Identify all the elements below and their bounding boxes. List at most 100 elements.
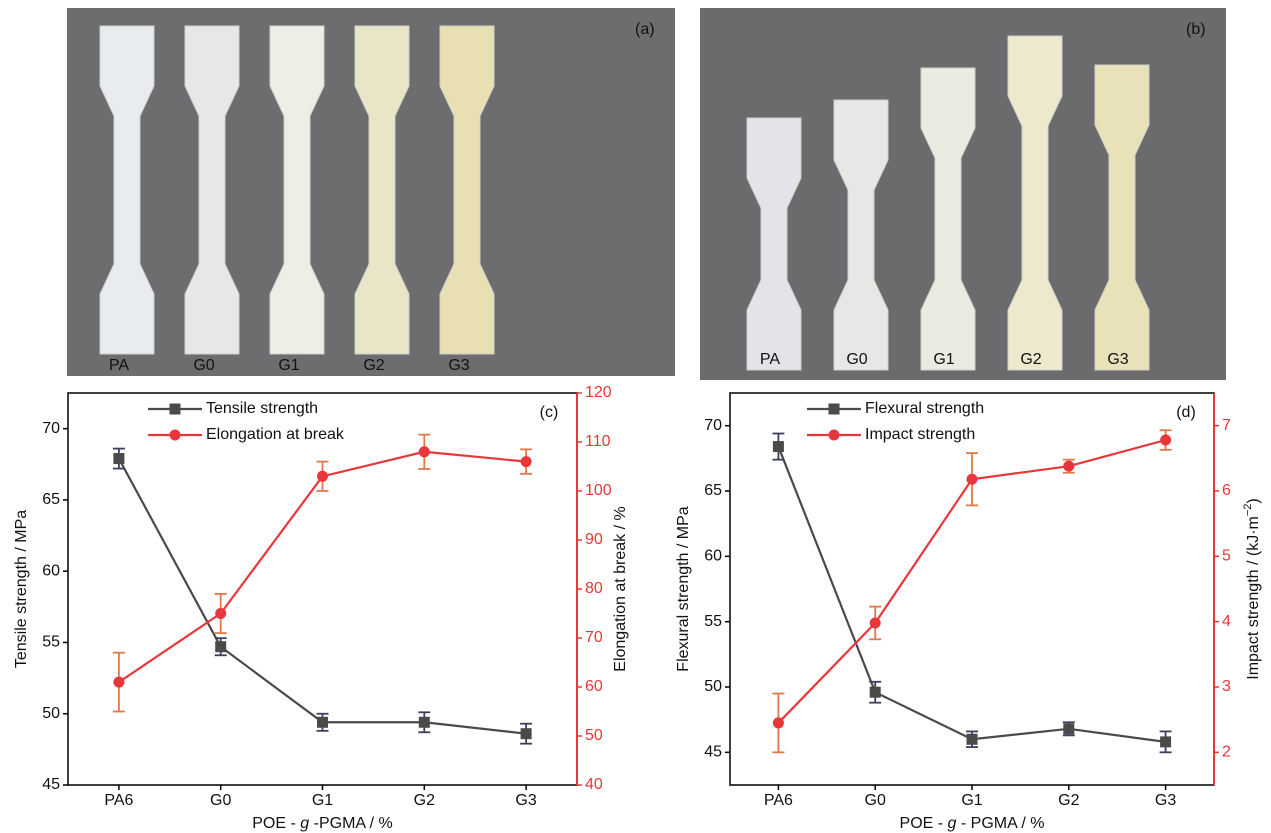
x-axis-label: POE - g - PGMA / % <box>900 815 1045 832</box>
marker <box>418 716 430 728</box>
y2-axis-label: Elongation at break / % <box>612 506 629 671</box>
y2-tick-label: 4 <box>1222 613 1231 630</box>
y2-tick-label: 120 <box>585 384 612 401</box>
marker <box>869 617 881 629</box>
y2-tick-label: 5 <box>1222 548 1231 565</box>
y-tick-label: 55 <box>704 613 722 630</box>
marker <box>772 717 784 729</box>
y2-tick-label: 3 <box>1222 678 1231 695</box>
y2-tick-label: 110 <box>585 433 611 450</box>
specimen <box>99 25 155 355</box>
specimen-label: G2 <box>363 357 384 374</box>
x-tick-label: PA6 <box>764 792 793 809</box>
y2-axis-label-part: Impact strength / (kJ·m <box>1245 516 1262 680</box>
legend-label: Tensile strength <box>206 400 318 417</box>
specimen <box>746 117 802 371</box>
y-tick-label: 50 <box>42 705 60 722</box>
x-tick-label: G2 <box>414 792 435 809</box>
specimen-label: G0 <box>193 357 214 374</box>
specimen-label: PA <box>760 351 780 368</box>
marker <box>418 446 430 458</box>
y-tick-label: 55 <box>42 634 60 651</box>
x-axis-label-part: POE - <box>900 815 948 832</box>
x-tick-label: G0 <box>210 792 231 809</box>
panel-label: (d) <box>1176 404 1196 421</box>
marker <box>966 733 978 745</box>
y2-tick-label: 40 <box>585 776 603 793</box>
y-tick-label: 60 <box>42 562 60 579</box>
specimen-label: G3 <box>448 357 469 374</box>
x-tick-label: G1 <box>312 792 333 809</box>
y-axis-label: Flexural strength / MPa <box>675 506 692 672</box>
marker <box>113 676 125 688</box>
y-tick-label: 45 <box>42 776 60 793</box>
specimen-label: G3 <box>1107 351 1128 368</box>
marker <box>317 470 328 482</box>
specimen <box>184 25 240 355</box>
y2-tick-label: 60 <box>585 678 603 695</box>
x-tick-label: G0 <box>865 792 886 809</box>
y2-tick-label: 90 <box>585 531 603 548</box>
y2-axis-label: Impact strength / (kJ·m−2) <box>1242 498 1262 679</box>
legend-label: Elongation at break <box>206 426 345 443</box>
x-axis-label-part: g <box>948 815 957 832</box>
specimen-label: PA <box>109 357 129 374</box>
marker <box>1063 460 1075 472</box>
x-tick-label: G2 <box>1058 792 1079 809</box>
x-axis-label-part: g <box>300 815 309 832</box>
x-tick-label: G1 <box>961 792 982 809</box>
y-tick-label: 45 <box>704 744 722 761</box>
specimen <box>269 25 325 355</box>
marker <box>1160 434 1172 446</box>
marker <box>1160 736 1172 748</box>
y-tick-label: 50 <box>704 678 722 695</box>
marker <box>869 686 881 698</box>
legend-label: Flexural strength <box>865 400 984 417</box>
marker <box>520 456 532 468</box>
marker <box>1063 723 1075 735</box>
x-tick-label: G3 <box>515 792 536 809</box>
legend-marker <box>169 429 181 441</box>
marker <box>215 608 227 619</box>
marker <box>966 473 978 485</box>
x-axis-label-part: - PGMA / % <box>956 815 1044 832</box>
y-tick-label: 65 <box>42 491 60 508</box>
specimen <box>920 67 976 371</box>
specimen-label: G1 <box>933 351 954 368</box>
specimen <box>1094 64 1150 371</box>
specimen <box>354 25 410 355</box>
x-axis-label-part: -PGMA / % <box>309 815 393 832</box>
x-tick-label: PA6 <box>104 792 133 809</box>
marker <box>215 641 227 653</box>
specimen-label: G0 <box>846 351 867 368</box>
panel-label: (c) <box>540 404 559 421</box>
y2-tick-label: 50 <box>585 727 603 744</box>
panel-label: (b) <box>1186 21 1206 38</box>
specimen-label: G2 <box>1020 351 1041 368</box>
x-axis-label-part: POE - <box>252 815 300 832</box>
marker <box>317 716 328 728</box>
specimen <box>439 25 495 355</box>
y-tick-label: 70 <box>42 420 60 437</box>
plot-frame <box>729 392 1215 786</box>
specimen <box>1007 35 1063 371</box>
y2-tick-label: 70 <box>585 629 603 646</box>
y2-tick-label: 7 <box>1222 417 1231 434</box>
series-line <box>117 458 527 735</box>
y-tick-label: 70 <box>704 417 722 434</box>
y-tick-label: 60 <box>704 548 722 565</box>
x-axis-label: POE - g -PGMA / % <box>252 815 393 832</box>
y2-axis-label-part: −2 <box>1242 504 1254 517</box>
legend-marker <box>169 403 181 415</box>
legend-label: Impact strength <box>865 426 975 443</box>
panel-label: (a) <box>635 21 655 38</box>
specimen-label: G1 <box>278 357 299 374</box>
marker <box>113 453 125 465</box>
y-axis-label: Tensile strength / MPa <box>13 510 30 668</box>
y2-tick-label: 6 <box>1222 482 1231 499</box>
legend-marker <box>828 429 840 441</box>
specimen <box>833 99 889 371</box>
y2-tick-label: 2 <box>1222 744 1231 761</box>
y-tick-label: 65 <box>704 482 722 499</box>
